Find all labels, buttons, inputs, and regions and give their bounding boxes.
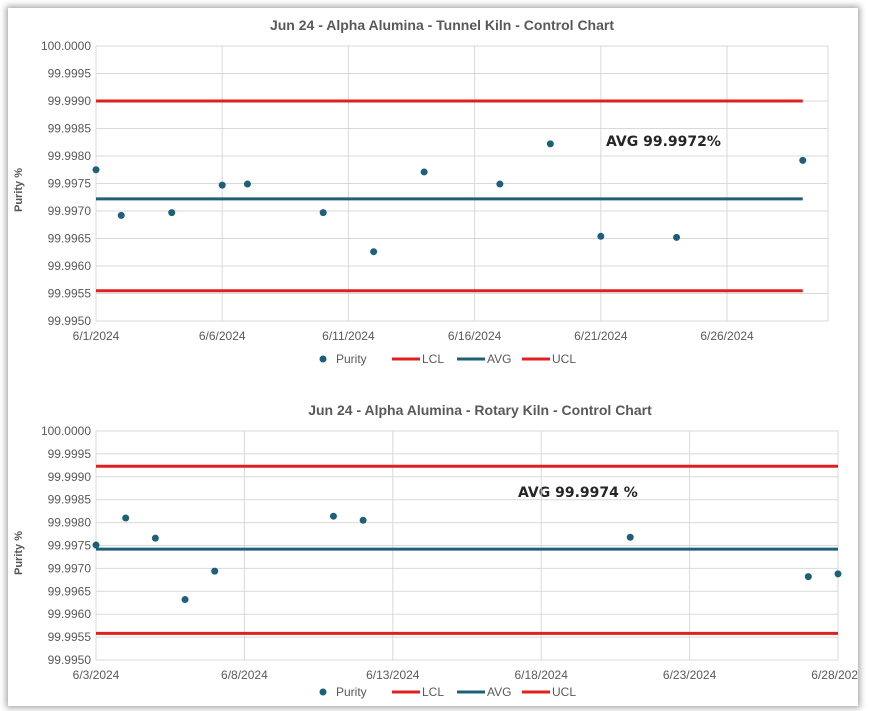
chart-2-data-point: [804, 573, 812, 581]
chart-2-x-tick-label: 6/18/2024: [515, 668, 569, 682]
chart-2-y-tick-label: 99.9985: [48, 493, 92, 507]
chart-2-data-point: [359, 516, 367, 524]
chart-1-data-point: [92, 166, 100, 174]
chart-2-x-tick-label: 6/23/2024: [663, 668, 717, 682]
charts-frame: Jun 24 - Alpha Alumina - Tunnel Kiln - C…: [8, 8, 858, 706]
chart-1-y-tick-label: 99.9995: [48, 67, 92, 81]
chart-2-data-point: [626, 533, 634, 541]
chart-2-data-point: [181, 596, 189, 604]
chart-1-x-tick-label: 6/16/2024: [448, 329, 502, 343]
chart-1-y-tick-label: 99.9990: [48, 94, 92, 108]
chart-1-y-axis-label: Purity %: [13, 168, 25, 212]
chart-1-y-tick-label: 99.9960: [48, 259, 92, 273]
chart-2-y-axis-label: Purity %: [13, 531, 25, 575]
chart-1-data-point: [319, 209, 327, 217]
chart-2-title: Jun 24 - Alpha Alumina - Rotary Kiln - C…: [308, 402, 652, 418]
chart-1-x-tick-label: 6/1/2024: [73, 329, 120, 343]
chart-2-x-tick-label: 6/28/2024: [811, 668, 858, 682]
chart-1-y-tick-label: 99.9955: [48, 287, 92, 301]
chart-1-legend-marker: [319, 355, 327, 363]
chart-2-data-point: [151, 534, 159, 542]
chart-1-data-point: [799, 156, 807, 164]
chart-1-legend-label: AVG: [487, 352, 511, 366]
chart-2-data-point: [834, 570, 842, 578]
chart-1-x-tick-label: 6/26/2024: [700, 329, 754, 343]
chart-1-y-tick-label: 99.9965: [48, 232, 92, 246]
chart-1-legend-label: LCL: [422, 352, 444, 366]
chart-1-data-point: [370, 248, 378, 256]
chart-2-y-tick-label: 99.9975: [48, 539, 92, 553]
chart-2-data-point: [329, 512, 337, 520]
chart-1-data-point: [243, 180, 251, 188]
chart-1-y-tick-label: 99.9950: [48, 314, 92, 328]
control-charts-svg: Jun 24 - Alpha Alumina - Tunnel Kiln - C…: [13, 17, 858, 699]
chart-2-data-point: [211, 567, 219, 575]
chart-2-x-tick-label: 6/13/2024: [366, 668, 420, 682]
chart-2-legend-label: AVG: [487, 685, 511, 699]
chart-2-y-tick-label: 99.9960: [48, 607, 92, 621]
chart-2-legend-label: LCL: [422, 685, 444, 699]
chart-2-avg-annotation: AVG 99.9974 %: [518, 485, 638, 501]
chart-2-y-tick-label: 99.9995: [48, 447, 92, 461]
chart-1-y-tick-label: 99.9975: [48, 177, 92, 191]
chart-1-y-tick-label: 99.9970: [48, 204, 92, 218]
chart-1-y-tick-label: 100.0000: [41, 39, 91, 53]
chart-1-title: Jun 24 - Alpha Alumina - Tunnel Kiln - C…: [270, 17, 614, 33]
chart-2-x-tick-label: 6/8/2024: [221, 668, 268, 682]
chart-1-y-tick-label: 99.9980: [48, 149, 92, 163]
chart-2-y-tick-label: 99.9965: [48, 584, 92, 598]
chart-2-data-point: [122, 514, 130, 522]
chart-1-y-tick-label: 99.9985: [48, 122, 92, 136]
chart-1-x-tick-label: 6/21/2024: [574, 329, 628, 343]
chart-2-legend-label: Purity: [336, 685, 367, 699]
chart-2-legend-marker: [319, 688, 327, 696]
chart-1-data-point: [218, 181, 226, 189]
chart-1-legend-label: UCL: [552, 352, 576, 366]
chart-1-x-tick-label: 6/11/2024: [322, 329, 375, 343]
chart-layers: 100.0000 99.9995 99.9990 99.9985 99.9980 99.9…: [41, 39, 858, 699]
chart-1-data-point: [420, 168, 428, 176]
chart-2-y-tick-label: 99.9980: [48, 516, 92, 530]
chart-1-legend-label: Purity: [336, 352, 367, 366]
chart-2-y-tick-label: 100.0000: [41, 424, 91, 438]
chart-1-data-point: [597, 232, 605, 240]
chart-1-data-point: [546, 140, 554, 148]
chart-2-x-tick-label: 6/3/2024: [73, 668, 120, 682]
chart-2-legend-label: UCL: [552, 685, 576, 699]
chart-1-data-point: [117, 211, 125, 219]
chart-2-y-tick-label: 99.9955: [48, 630, 92, 644]
chart-2-y-tick-label: 99.9970: [48, 561, 92, 575]
chart-2-y-tick-label: 99.9990: [48, 470, 92, 484]
chart-2-data-point: [92, 541, 100, 549]
chart-1-data-point: [673, 233, 681, 241]
chart-1-avg-annotation: AVG 99.9972%: [606, 134, 721, 150]
chart-1-data-point: [496, 180, 504, 188]
chart-1-data-point: [168, 209, 176, 217]
chart-2-y-tick-label: 99.9950: [48, 653, 92, 667]
chart-1-x-tick-label: 6/6/2024: [199, 329, 246, 343]
